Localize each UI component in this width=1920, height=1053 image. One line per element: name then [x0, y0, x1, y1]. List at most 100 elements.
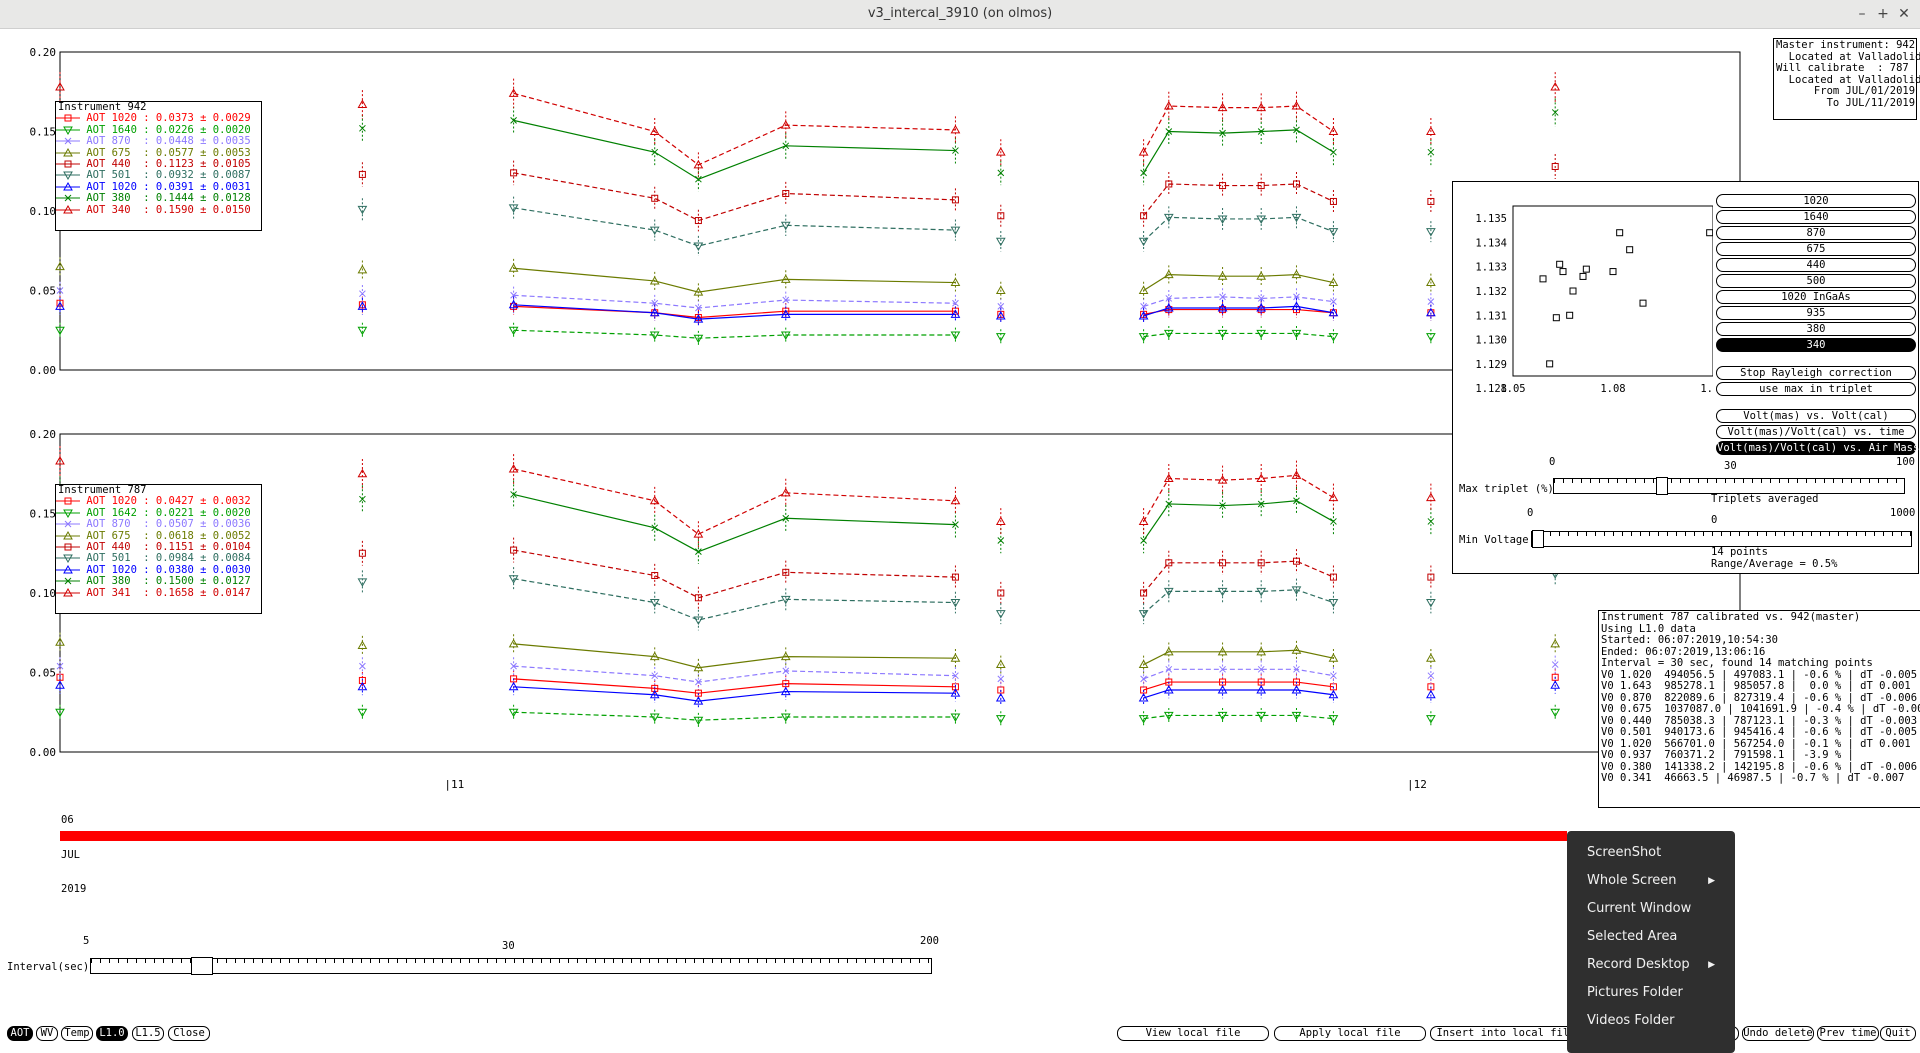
- interval-label: Interval(sec): [7, 961, 90, 973]
- plot-mode-button-1[interactable]: Volt(mas)/Volt(cal) vs. time: [1716, 425, 1916, 439]
- toggle-l15-button[interactable]: L1.5: [132, 1026, 164, 1041]
- min-voltage-slider-handle[interactable]: [1532, 530, 1544, 548]
- data-point: [1140, 212, 1148, 220]
- channel-button-1020[interactable]: 1020: [1716, 194, 1916, 208]
- legend-label: AOT 675 :: [86, 146, 150, 159]
- scatter-point: [1566, 311, 1574, 319]
- plot-mode-button-2[interactable]: Volt(mas)/Volt(cal) vs. Air Mass: [1716, 441, 1920, 455]
- channel-button-1640[interactable]: 1640: [1716, 210, 1916, 224]
- channel-button-440[interactable]: 440: [1716, 258, 1916, 272]
- y-tick-label: 0.05: [30, 667, 57, 680]
- channel-button-675[interactable]: 675: [1716, 242, 1916, 256]
- legend-marker-icon: [56, 169, 80, 181]
- data-point: [649, 599, 660, 608]
- data-point: [693, 662, 704, 672]
- data-point: [359, 495, 366, 503]
- maximize-icon[interactable]: +: [1877, 6, 1889, 22]
- series-line: [513, 643, 956, 669]
- min-voltage-slider[interactable]: [1531, 530, 1912, 548]
- data-point: [1427, 148, 1435, 156]
- toggle-l10-button[interactable]: L1.0: [96, 1026, 128, 1041]
- interval-slider-handle[interactable]: [190, 957, 213, 975]
- data-point: [693, 287, 704, 296]
- menu-item-current-window[interactable]: Current Window: [1587, 898, 1727, 920]
- text-line: Located at Valladolid: [1776, 50, 1920, 63]
- series-3: [55, 632, 1561, 677]
- legend-marker-icon: [56, 541, 80, 553]
- toggle-wv-button[interactable]: WV: [36, 1026, 58, 1041]
- legend-value: 0.0448 ± 0.0035: [155, 135, 251, 148]
- menu-item-record-desktop[interactable]: Record Desktop ▶: [1587, 954, 1727, 976]
- use-max-triplet-button[interactable]: use max in triplet: [1716, 382, 1916, 396]
- channel-button-870[interactable]: 870: [1716, 226, 1916, 240]
- data-point: [1256, 587, 1267, 597]
- close-icon[interactable]: ✕: [1898, 6, 1910, 22]
- data-point: [1163, 101, 1174, 110]
- data-point: [1140, 303, 1147, 310]
- points-note: 14 points: [1711, 546, 1768, 558]
- undo-delete-button[interactable]: Undo delete: [1742, 1026, 1814, 1041]
- scatter-y-tick: 1.130: [1475, 335, 1507, 347]
- max-triplet-slider-handle[interactable]: [1656, 477, 1668, 495]
- prev-time-button[interactable]: Prev time: [1817, 1026, 1879, 1041]
- data-point: [995, 310, 1006, 320]
- time-range-bar[interactable]: [60, 831, 1567, 841]
- series-line: [1143, 560, 1334, 594]
- data-point: [510, 169, 518, 177]
- scatter-y-tick: 1.133: [1475, 262, 1507, 274]
- channel-button-340[interactable]: 340: [1716, 338, 1916, 352]
- interval-slider[interactable]: [90, 957, 932, 975]
- series-line: [513, 119, 956, 180]
- insert-into-local-file-button[interactable]: Insert into local file: [1430, 1026, 1582, 1041]
- channel-button-1020-ingaas[interactable]: 1020 InGaAs: [1716, 290, 1916, 304]
- menu-item-selected-area[interactable]: Selected Area: [1587, 926, 1727, 948]
- max-triplet-note: Triplets averaged: [1711, 493, 1819, 505]
- data-point: [510, 662, 517, 670]
- menu-item-pictures-folder[interactable]: Pictures Folder: [1587, 982, 1727, 1004]
- legend-label: AOT 501 :: [86, 169, 150, 182]
- data-point: [950, 309, 961, 318]
- data-point: [1217, 102, 1228, 112]
- plot-mode-button-0[interactable]: Volt(mas) vs. Volt(cal): [1716, 409, 1916, 423]
- view-local-file-button[interactable]: View local file: [1117, 1026, 1269, 1041]
- series-4: [56, 531, 1559, 609]
- data-point: [1256, 646, 1267, 656]
- menu-item-label: ScreenShot: [1587, 845, 1662, 860]
- toggle-aot-button[interactable]: AOT: [7, 1026, 33, 1041]
- menu-item-whole-screen[interactable]: Whole Screen ▶: [1587, 870, 1727, 892]
- channel-button-380[interactable]: 380: [1716, 322, 1916, 336]
- data-point: [1427, 518, 1435, 525]
- data-point: [1292, 180, 1300, 188]
- data-point: [1256, 329, 1267, 339]
- minimize-icon[interactable]: –: [1858, 6, 1866, 22]
- menu-item-videos-folder[interactable]: Videos Folder: [1587, 1010, 1727, 1032]
- legend-label: AOT 675 :: [86, 529, 150, 542]
- channel-button-500[interactable]: 500: [1716, 274, 1916, 288]
- data-point: [1217, 271, 1228, 280]
- data-point: [510, 491, 517, 498]
- data-point: [995, 692, 1006, 702]
- legend-value: 0.0932 ± 0.0087: [155, 169, 251, 182]
- toggle-close-button[interactable]: Close: [168, 1026, 210, 1041]
- data-point: [780, 309, 791, 318]
- toggle-temp-button[interactable]: Temp: [61, 1026, 93, 1041]
- data-point: [1138, 310, 1149, 320]
- apply-local-file-button[interactable]: Apply local file: [1274, 1026, 1426, 1041]
- max-triplet-slider[interactable]: [1553, 477, 1905, 495]
- menu-item-screenshot[interactable]: ScreenShot: [1587, 842, 1727, 864]
- stop-rayleigh-button[interactable]: Stop Rayleigh correction: [1716, 366, 1916, 380]
- data-point: [357, 301, 368, 310]
- data-point: [1427, 672, 1435, 680]
- data-point: [357, 326, 368, 336]
- data-point: [995, 237, 1006, 247]
- quit-button[interactable]: Quit: [1880, 1026, 1916, 1041]
- channel-button-935[interactable]: 935: [1716, 306, 1916, 320]
- data-point: [1427, 298, 1435, 305]
- data-point: [995, 285, 1006, 294]
- legend-value: 0.0226 ± 0.0020: [155, 123, 251, 136]
- x-start-month: JUL: [61, 848, 80, 861]
- series-line: [1143, 500, 1334, 541]
- x-start-year: 2019: [61, 883, 87, 895]
- text-line: V0 1.643 985278.1 | 985057.8 | 0.0 % | d…: [1601, 680, 1911, 692]
- data-point: [649, 689, 660, 699]
